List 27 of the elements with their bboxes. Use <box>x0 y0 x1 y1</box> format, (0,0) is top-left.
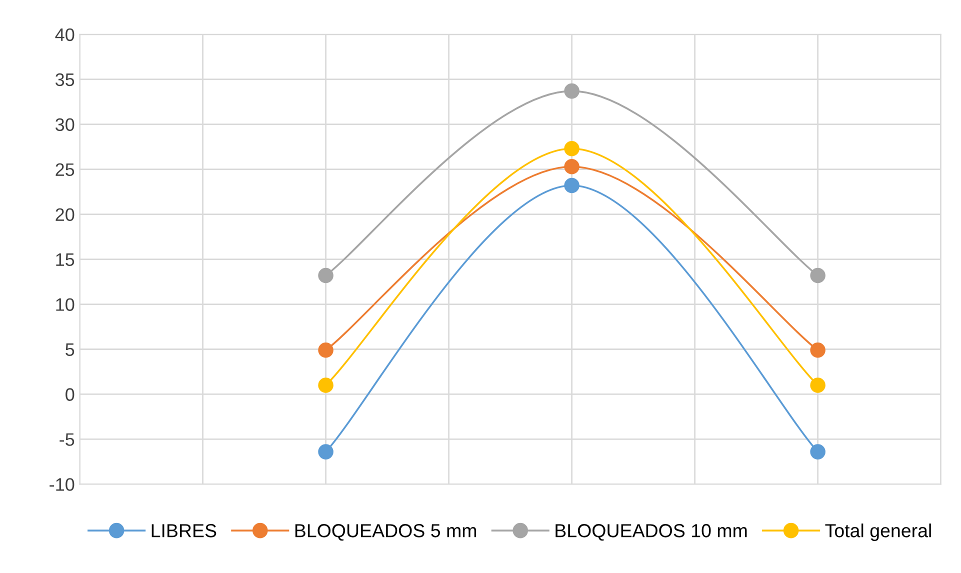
legend-label: BLOQUEADOS 10 mm <box>556 524 747 541</box>
y-tick-label: 15 <box>56 253 74 266</box>
y-tick-label: 25 <box>56 163 74 176</box>
point <box>564 158 580 174</box>
point <box>810 378 826 393</box>
point <box>318 378 334 393</box>
y-tick-label: -5 <box>60 433 74 446</box>
point <box>564 83 580 99</box>
y-tick-label: -10 <box>50 478 74 491</box>
legend-label: LIBRES <box>152 524 216 538</box>
point <box>810 268 826 284</box>
point <box>318 342 334 358</box>
y-tick-label: 35 <box>56 73 74 86</box>
y-tick-label: 40 <box>55 28 74 42</box>
point <box>318 268 334 284</box>
y-tick-label: 5 <box>66 343 74 356</box>
point <box>564 140 580 156</box>
y-tick-label: 30 <box>56 118 74 132</box>
y-tick-label: 10 <box>56 298 74 311</box>
point <box>564 178 580 194</box>
legend-label: BLOQUEADOS 5 mm <box>295 524 476 541</box>
point <box>810 444 826 460</box>
y-tick-label: 0 <box>66 388 74 401</box>
point <box>810 342 826 358</box>
point <box>318 444 334 460</box>
legend-label: Total general <box>825 524 931 542</box>
y-tick-label: 20 <box>56 208 74 222</box>
